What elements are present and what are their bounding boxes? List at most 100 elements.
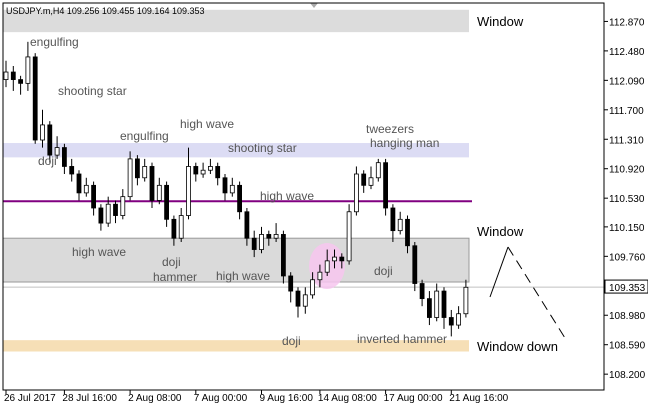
x-tick-label: 21 Aug 16:00 bbox=[449, 393, 508, 404]
candle-body bbox=[397, 218, 403, 232]
pattern-label: high wave bbox=[260, 189, 314, 203]
pattern-label: engulfing bbox=[30, 35, 79, 49]
candle-body bbox=[186, 166, 191, 216]
candle-body bbox=[302, 294, 308, 307]
pattern-label: tweezers bbox=[366, 122, 414, 136]
y-tick-label: 111.700 bbox=[609, 106, 644, 117]
candle-body bbox=[390, 207, 396, 232]
plot bbox=[3, 41, 469, 337]
pattern-label: high wave bbox=[72, 245, 126, 259]
zone-label: Window bbox=[477, 224, 524, 239]
candle-body bbox=[25, 56, 31, 84]
candle-body bbox=[156, 184, 162, 201]
projection bbox=[489, 246, 509, 298]
zone-label: Window bbox=[477, 14, 524, 29]
candle-body bbox=[171, 218, 177, 239]
zones bbox=[2, 9, 604, 352]
candle-body bbox=[346, 211, 352, 262]
y-tick-label: 110.530 bbox=[609, 194, 645, 205]
pattern-label: doji bbox=[374, 264, 393, 278]
candle-body bbox=[280, 234, 286, 277]
candle-body bbox=[324, 260, 330, 273]
y-tick-label: 108.980 bbox=[609, 311, 646, 322]
y-tick-label: 110.920 bbox=[609, 165, 645, 176]
x-tick-label: 9 Aug 16:00 bbox=[260, 393, 314, 404]
candle-body bbox=[456, 313, 462, 326]
candle-body bbox=[215, 166, 221, 179]
candle-body bbox=[426, 298, 432, 318]
y-tick-label: 111.310 bbox=[609, 135, 644, 146]
candle-body bbox=[193, 166, 199, 175]
pattern-label: high wave bbox=[180, 117, 234, 131]
candle-body bbox=[361, 173, 367, 186]
candle-body bbox=[383, 162, 389, 209]
candle-body bbox=[288, 275, 294, 292]
candle-body bbox=[339, 256, 345, 262]
zone bbox=[3, 340, 469, 352]
candle-body bbox=[54, 147, 60, 156]
candle-body bbox=[105, 203, 111, 224]
pattern-label: doji bbox=[162, 255, 181, 269]
candle-body bbox=[91, 184, 96, 209]
pattern-label: shooting star bbox=[58, 84, 127, 98]
candle-body bbox=[405, 218, 410, 247]
candle-body bbox=[10, 71, 16, 80]
candle-body bbox=[113, 203, 118, 216]
zone-label: Window down bbox=[477, 339, 558, 354]
projection-dashed bbox=[507, 246, 566, 339]
candle-body bbox=[62, 147, 67, 167]
pattern-label: engulfing bbox=[120, 129, 169, 143]
y-tick-label: 110.150 bbox=[609, 223, 645, 234]
candle-body bbox=[222, 177, 228, 194]
candle-body bbox=[237, 184, 243, 213]
plot-frame bbox=[2, 2, 605, 391]
candle-body bbox=[3, 71, 9, 80]
x-tick-label: 17 Aug 00:00 bbox=[384, 393, 443, 404]
candle-body bbox=[332, 256, 337, 262]
zone bbox=[3, 143, 469, 158]
price-box bbox=[604, 279, 648, 294]
candle-body bbox=[412, 245, 418, 284]
candle-body bbox=[149, 166, 155, 201]
candle-body bbox=[441, 290, 447, 318]
candle-body bbox=[251, 237, 257, 250]
candle-body bbox=[273, 234, 279, 239]
pattern-label: shooting star bbox=[228, 141, 297, 155]
candle-body bbox=[295, 290, 301, 307]
candle-body bbox=[32, 56, 38, 141]
candle-body bbox=[69, 166, 75, 175]
candle-body bbox=[83, 184, 89, 194]
x-tick-label: 14 Aug 08:00 bbox=[318, 393, 377, 404]
zone bbox=[2, 237, 470, 283]
x-tick-label: 26 Jul 2017 bbox=[4, 393, 56, 404]
candle-body bbox=[317, 271, 323, 281]
pattern-label: doji bbox=[282, 334, 301, 348]
x-tick-label: 28 Jul 16:00 bbox=[62, 393, 117, 404]
chart-title: USDJPY.m,H4 109.256 109.455 109.164 109.… bbox=[6, 6, 204, 16]
candle-body bbox=[98, 207, 104, 224]
candle-body bbox=[120, 196, 126, 216]
pattern-label: doji bbox=[38, 154, 57, 168]
candle-body bbox=[353, 173, 359, 213]
x-tick-label: 7 Aug 00:00 bbox=[194, 393, 248, 404]
candle-body bbox=[266, 234, 272, 239]
candle-body bbox=[76, 173, 82, 194]
y-tick-label: 108.200 bbox=[609, 370, 646, 381]
y-tick-label: 108.590 bbox=[609, 341, 646, 352]
candle-body bbox=[207, 166, 213, 171]
candle-body bbox=[259, 234, 264, 250]
y-tick-label: 112.090 bbox=[609, 76, 645, 87]
zone bbox=[3, 9, 469, 33]
pattern-label: hammer bbox=[153, 270, 197, 284]
candle-body bbox=[134, 158, 140, 179]
candle-body bbox=[310, 279, 316, 296]
x-tick-label: 2 Aug 08:00 bbox=[128, 393, 182, 404]
shift-marker bbox=[310, 3, 318, 8]
candle-body bbox=[463, 286, 469, 315]
candle-body bbox=[448, 317, 454, 326]
pattern-label: high wave bbox=[216, 269, 270, 283]
price-label: 109.353 bbox=[609, 283, 646, 294]
candle-body bbox=[200, 169, 206, 175]
pattern-label: hanging man bbox=[370, 136, 439, 150]
